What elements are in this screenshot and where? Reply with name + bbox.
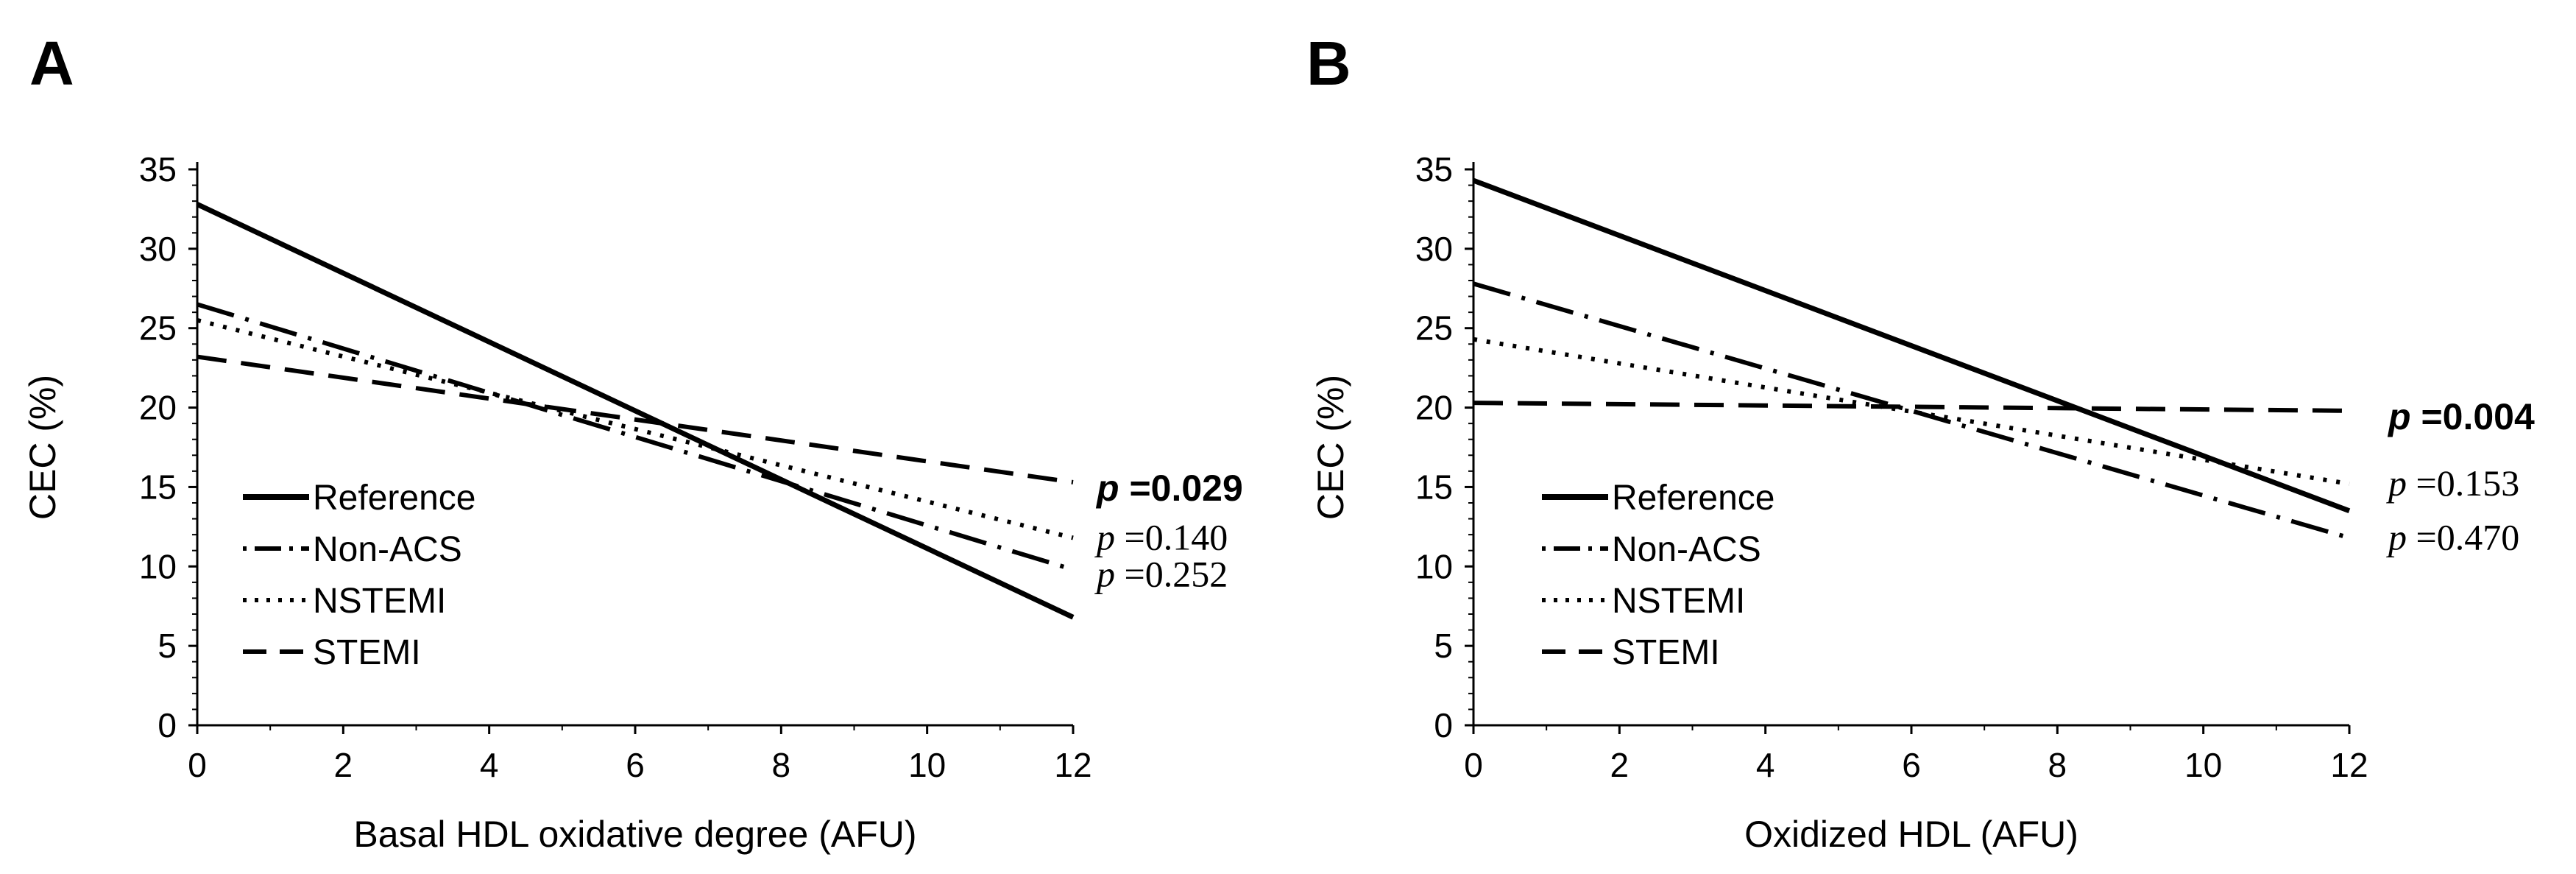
- p-value-annotation: p =0.252: [1094, 553, 1228, 594]
- x-tick-label: 10: [908, 746, 946, 784]
- y-tick-label: 5: [1434, 627, 1453, 665]
- y-tick-label: 10: [1415, 547, 1453, 585]
- legend-label: STEMI: [313, 633, 421, 672]
- panel-letter: A: [29, 29, 74, 98]
- legend-label: STEMI: [1612, 633, 1720, 672]
- legend: Reference Non-ACS NSTEMI STEMI: [243, 479, 475, 672]
- p-symbol: p: [2387, 396, 2411, 437]
- series-line-stemi: [1473, 401, 2350, 413]
- y-tick-label: 20: [1415, 389, 1453, 427]
- y-tick-label: 25: [1415, 309, 1453, 348]
- series-line-stemi: [197, 354, 1074, 484]
- y-axis-label: CEC (%): [22, 375, 63, 520]
- x-tick-label: 0: [1464, 746, 1483, 784]
- y-tick-label: 25: [139, 309, 177, 348]
- y-tick-label: 10: [139, 547, 177, 585]
- p-symbol: p: [1094, 516, 1115, 557]
- x-tick-label: 4: [480, 746, 499, 784]
- series-line-reference: [1472, 177, 2351, 514]
- p-value-annotation: p =0.153: [2386, 462, 2519, 504]
- legend: Reference Non-ACS NSTEMI STEMI: [1542, 479, 1774, 672]
- p-value: =0.029: [1119, 468, 1243, 509]
- y-tick-label: 30: [1415, 230, 1453, 268]
- x-tick-label: 12: [2330, 746, 2368, 784]
- p-value-annotation: p =0.470: [2386, 516, 2519, 557]
- series-line-non-acs: [1473, 281, 2350, 540]
- p-value-annotation: p =0.029: [1095, 468, 1243, 509]
- p-symbol: p: [2386, 516, 2407, 557]
- p-value: =0.140: [1115, 516, 1228, 557]
- legend-label: Non-ACS: [313, 530, 462, 569]
- panel-letter: B: [1306, 29, 1351, 98]
- legend-label: Non-ACS: [1612, 530, 1761, 569]
- y-tick-label: 35: [1415, 150, 1453, 188]
- p-value-annotation: p =0.140: [1094, 516, 1228, 557]
- series-line-nstemi: [1473, 336, 2350, 487]
- p-symbol: p: [1094, 553, 1115, 594]
- chart-panel-a: A 0 5 10 15 20 25 30 35 0 2 4 6 8 10 12 Basal HDL oxidat…: [22, 29, 1243, 855]
- y-axis-label: CEC (%): [1310, 375, 1351, 520]
- x-tick-label: 8: [772, 746, 791, 784]
- p-symbol: p: [2386, 462, 2407, 504]
- x-tick-label: 2: [1610, 746, 1630, 784]
- legend-label: NSTEMI: [1612, 582, 1745, 621]
- p-value: =0.470: [2407, 516, 2519, 557]
- x-tick-label: 0: [188, 746, 207, 784]
- p-value: =0.252: [1115, 553, 1228, 594]
- p-symbol: p: [1095, 468, 1119, 509]
- legend-label: NSTEMI: [313, 582, 446, 621]
- x-tick-label: 6: [1902, 746, 1921, 784]
- series-line-reference: [196, 202, 1075, 620]
- x-tick-label: 2: [334, 746, 353, 784]
- x-tick-label: 6: [626, 746, 645, 784]
- series-line-nstemi: [197, 318, 1074, 540]
- y-tick-label: 30: [139, 230, 177, 268]
- x-tick-label: 4: [1756, 746, 1775, 784]
- x-tick-label: 12: [1054, 746, 1091, 784]
- y-tick-label: 15: [139, 468, 177, 506]
- y-tick-label: 20: [139, 389, 177, 427]
- y-tick-label: 0: [158, 706, 177, 744]
- series-line-non-acs: [197, 302, 1074, 572]
- y-tick-label: 35: [139, 150, 177, 188]
- x-axis-label: Basal HDL oxidative degree (AFU): [353, 814, 916, 855]
- legend-label: Reference: [1612, 479, 1774, 518]
- x-axis-label: Oxidized HDL (AFU): [1744, 814, 2078, 855]
- y-tick-label: 5: [158, 627, 177, 665]
- chart-panel-b: B 0 5 10 15 20 25 30 35 0 2 4 6 8 10 12 Oxidized HDL (AF…: [1306, 29, 2535, 855]
- p-value-annotation: p =0.004: [2387, 396, 2535, 437]
- x-tick-label: 10: [2184, 746, 2222, 784]
- p-value: =0.153: [2407, 462, 2519, 504]
- y-tick-label: 0: [1434, 706, 1453, 744]
- x-tick-label: 8: [2048, 746, 2067, 784]
- p-value: =0.004: [2411, 396, 2535, 437]
- legend-label: Reference: [313, 479, 475, 518]
- y-tick-label: 15: [1415, 468, 1453, 506]
